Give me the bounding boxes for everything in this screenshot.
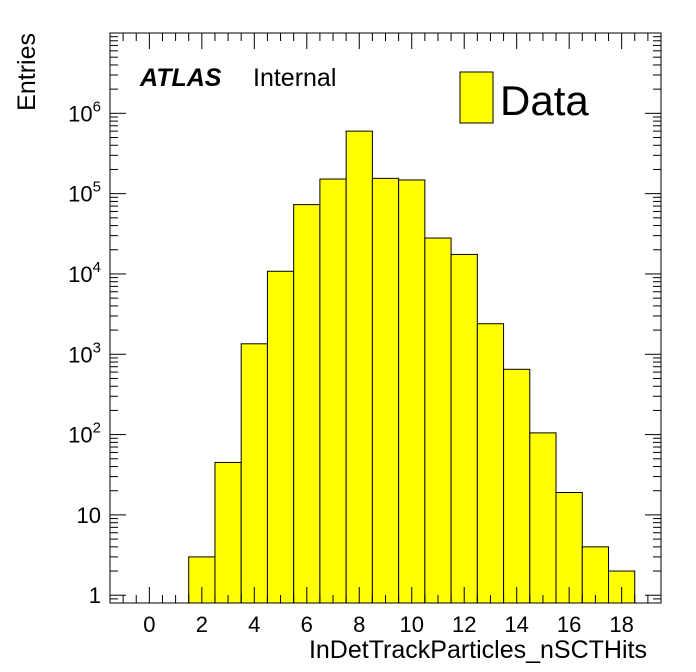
histogram-bar bbox=[555, 492, 583, 604]
x-tick-label: 0 bbox=[143, 612, 155, 637]
histogram-bar bbox=[581, 546, 610, 604]
atlas-label: ATLAS bbox=[139, 64, 222, 92]
y-tick-label: 1 bbox=[89, 583, 101, 608]
histogram-bar bbox=[398, 179, 426, 604]
x-tick-label: 14 bbox=[504, 612, 528, 637]
x-tick-label: 4 bbox=[248, 612, 260, 637]
y-axis-title: Entries bbox=[13, 33, 41, 111]
x-tick-label: 12 bbox=[452, 612, 476, 637]
x-tick-label: 8 bbox=[353, 612, 365, 637]
tick-labels: 0 2 4 6 8 10 12 14 16 18 1 10 102 103 104 105 106 bbox=[68, 98, 634, 637]
x-tick-label: 2 bbox=[196, 612, 208, 637]
histogram-bar bbox=[371, 177, 400, 604]
x-tick-label: 16 bbox=[557, 612, 581, 637]
legend-swatch bbox=[459, 71, 494, 124]
histogram-bar bbox=[240, 343, 268, 604]
histogram-bar bbox=[503, 368, 531, 604]
y-tick-label: 102 bbox=[68, 420, 101, 448]
legend-label: Data bbox=[500, 77, 589, 124]
y-tick-label: 103 bbox=[68, 339, 101, 367]
y-tick-label: 105 bbox=[68, 179, 101, 207]
axis-ticks bbox=[109, 32, 662, 604]
histogram-bar bbox=[319, 178, 347, 604]
histogram-bar bbox=[450, 253, 478, 604]
histogram-bar bbox=[424, 237, 452, 604]
internal-label: Internal bbox=[253, 64, 336, 92]
histogram-bar bbox=[345, 130, 373, 604]
x-axis-title: InDetTrackParticles_nSCTHits bbox=[309, 636, 647, 664]
histogram-bar bbox=[214, 461, 242, 604]
histogram-bar bbox=[476, 323, 505, 604]
legend: Data bbox=[459, 71, 589, 124]
histogram-bar bbox=[529, 432, 557, 604]
x-tick-label: 10 bbox=[399, 612, 423, 637]
histogram-bar bbox=[293, 204, 321, 604]
x-tick-label: 18 bbox=[609, 612, 633, 637]
y-tick-label: 106 bbox=[68, 98, 101, 126]
y-tick-label: 104 bbox=[68, 259, 101, 287]
histogram-bars bbox=[188, 130, 636, 604]
y-tick-label: 10 bbox=[77, 503, 101, 528]
x-tick-label: 6 bbox=[301, 612, 313, 637]
histogram-bar bbox=[266, 270, 295, 604]
